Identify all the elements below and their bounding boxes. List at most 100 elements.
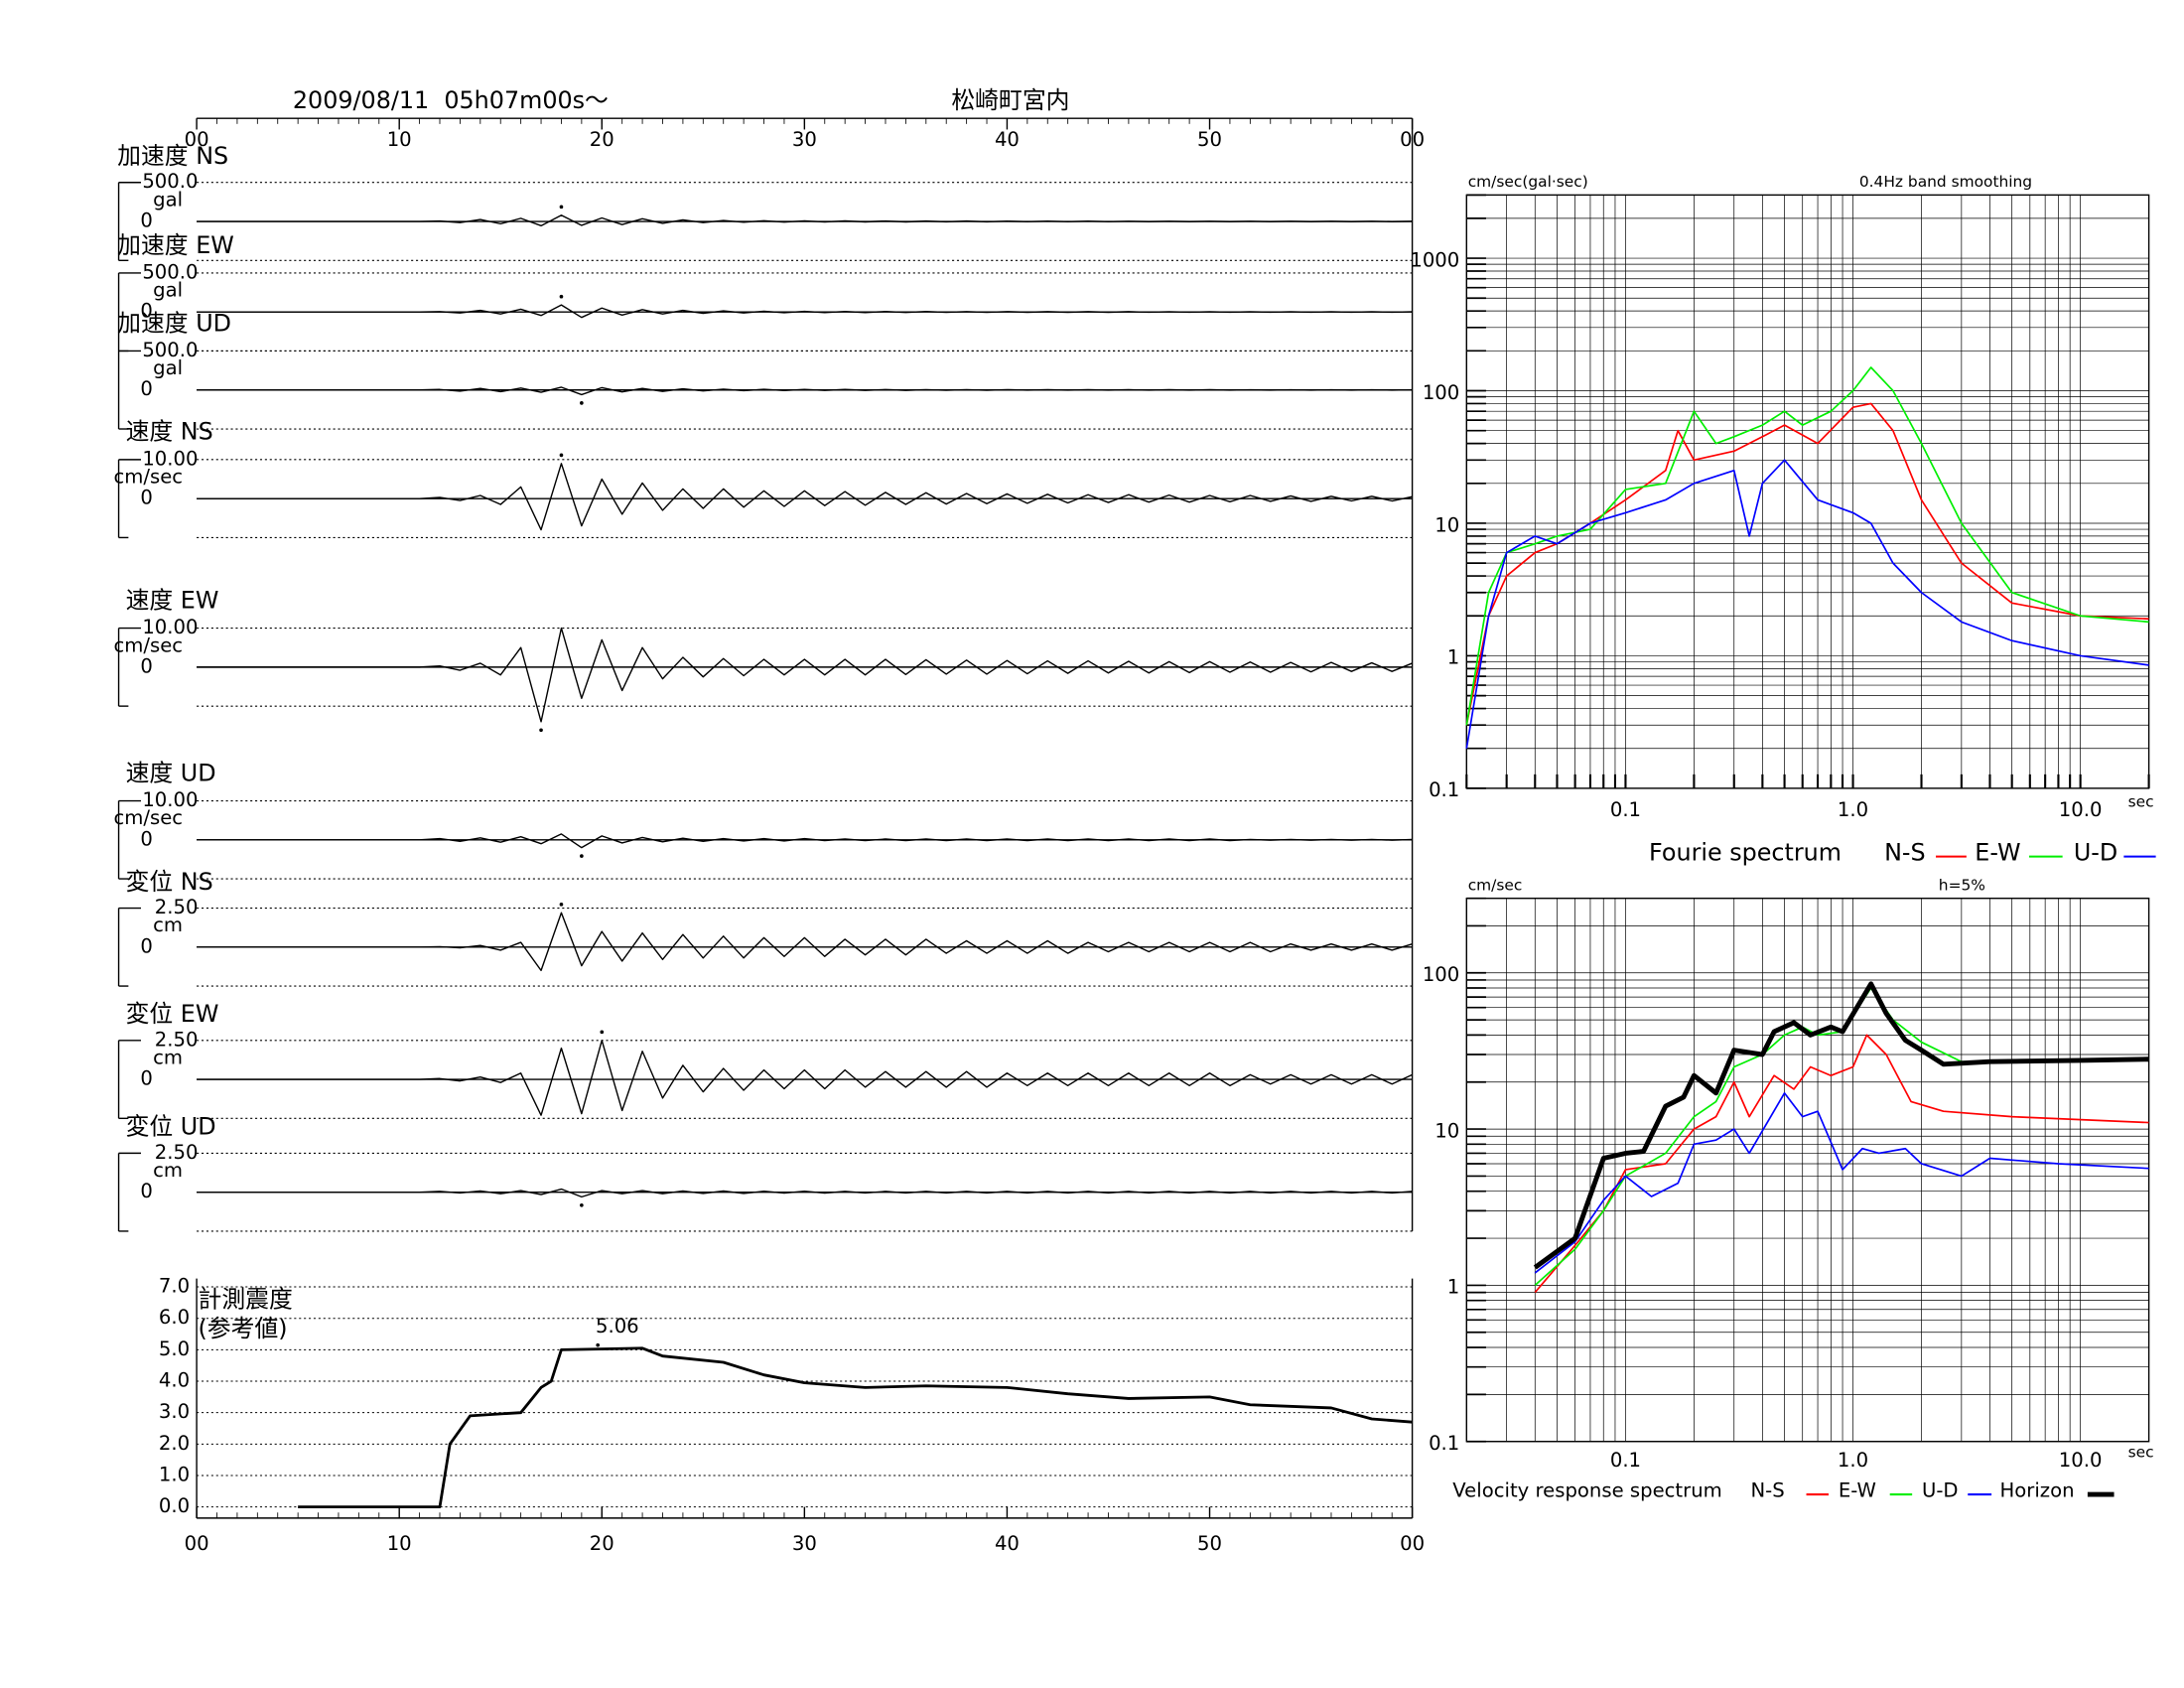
- trace-unit: gal: [153, 188, 183, 211]
- trace-unit: gal: [153, 356, 183, 379]
- peak-dot: [580, 1202, 584, 1207]
- y-tick-label: 0: [140, 377, 153, 400]
- y-tick-label: 0: [140, 934, 153, 957]
- x-tick-label: 0.1: [1610, 1449, 1641, 1472]
- peak-dot: [580, 854, 584, 858]
- y-axis-label: cm/sec(gal·sec): [1468, 173, 1588, 191]
- trace-title: 加速度 UD: [117, 309, 231, 337]
- legend-label: Horizon: [2000, 1479, 2075, 1502]
- x-tick-label: 0.1: [1610, 798, 1641, 821]
- y-tick-label: 10.00: [142, 616, 198, 638]
- spectrum-line: [1534, 1034, 2149, 1294]
- peak-dot: [559, 453, 564, 458]
- peak-dot: [600, 1030, 605, 1035]
- waveform: [197, 304, 1413, 319]
- peak-dot: [559, 205, 564, 210]
- y-axis-label: cm/sec: [1468, 877, 1523, 895]
- y-tick-label: 0: [140, 1067, 153, 1090]
- y-tick-label: 1: [1447, 1276, 1460, 1299]
- x-tick-label: 00: [185, 1532, 209, 1555]
- y-tick-label: 10.00: [142, 788, 198, 811]
- x-tick-label: 10: [387, 1532, 412, 1555]
- station-name: 松崎町宮内: [951, 86, 1069, 114]
- x-tick-label: 20: [590, 1532, 614, 1555]
- y-tick-label: 4.0: [159, 1369, 190, 1392]
- x-axis-label: sec: [2128, 1443, 2154, 1461]
- legend-label: U-D: [2074, 838, 2117, 866]
- peak-dot: [559, 294, 564, 299]
- y-tick-label: 2.0: [159, 1432, 190, 1455]
- record-time: 2009/08/11 05h07m00s～: [293, 86, 609, 114]
- y-tick-label: 1: [1447, 646, 1460, 669]
- legend-label: N-S: [1750, 1479, 1784, 1502]
- trace-unit: cm: [153, 914, 183, 936]
- y-tick-label: 2.50: [155, 1028, 199, 1051]
- y-tick-label: 1.0: [159, 1463, 190, 1485]
- trace-title: 加速度 EW: [117, 231, 234, 259]
- x-tick-label: 10: [387, 128, 412, 151]
- waveform: [197, 627, 1413, 723]
- waveform: [197, 1188, 1413, 1198]
- chart-title: 計測震度: [199, 1286, 293, 1314]
- y-tick-label: 0: [140, 300, 153, 323]
- annotation: 0.4Hz band smoothing: [1859, 173, 2032, 191]
- waveform: [197, 386, 1413, 396]
- trace-unit: cm/sec: [113, 466, 183, 489]
- trace-unit: cm/sec: [113, 806, 183, 829]
- y-tick-label: 10.00: [142, 447, 198, 470]
- trace-title: 速度 EW: [126, 586, 219, 614]
- x-tick-label: 30: [792, 128, 817, 151]
- waveform: [197, 833, 1413, 849]
- trace-title: 速度 UD: [126, 759, 216, 786]
- trace-unit: cm/sec: [113, 633, 183, 656]
- waveform: [197, 214, 1413, 227]
- legend-label: E-W: [1839, 1479, 1876, 1502]
- trace-unit: cm: [153, 1047, 183, 1069]
- trace-title: 変位 EW: [126, 1000, 219, 1028]
- y-tick-label: 1000: [1410, 248, 1459, 271]
- waveform: [197, 912, 1413, 972]
- y-tick-label: 500.0: [142, 170, 198, 193]
- x-tick-label: 1.0: [1838, 798, 1868, 821]
- peak-label: 5.06: [596, 1315, 639, 1337]
- y-tick-label: 7.0: [159, 1275, 190, 1298]
- trace-unit: cm: [153, 1159, 183, 1182]
- x-tick-label: 10.0: [2059, 798, 2103, 821]
- x-tick-label: 40: [995, 1532, 1020, 1555]
- trace-title: 変位 UD: [126, 1113, 216, 1141]
- y-tick-label: 0: [140, 827, 153, 850]
- y-tick-label: 0: [140, 487, 153, 509]
- peak-dot: [559, 902, 564, 907]
- trace-title: 変位 NS: [126, 868, 213, 896]
- legend-label: U-D: [1922, 1479, 1959, 1502]
- spectrum-line: [1465, 366, 2149, 726]
- y-tick-label: 100: [1423, 381, 1459, 404]
- y-tick-label: 500.0: [142, 260, 198, 283]
- y-tick-label: 0: [140, 210, 153, 232]
- y-tick-label: 2.50: [155, 1141, 199, 1164]
- plot-frame: [1465, 194, 2150, 789]
- y-tick-label: 5.0: [159, 1337, 190, 1360]
- spectrum-line: [1465, 459, 2149, 749]
- y-tick-label: 2.50: [155, 896, 199, 918]
- x-tick-label: 50: [1197, 128, 1222, 151]
- waveform: [197, 463, 1413, 531]
- x-tick-label: 30: [792, 1532, 817, 1555]
- intensity-line: [298, 1346, 1413, 1509]
- y-tick-label: 500.0: [142, 339, 198, 361]
- waveform: [197, 1040, 1413, 1116]
- x-tick-label: 10.0: [2059, 1449, 2103, 1472]
- legend-title: Fourie spectrum: [1649, 838, 1842, 866]
- y-tick-label: 3.0: [159, 1400, 190, 1423]
- spectrum-line: [1533, 981, 2149, 1270]
- y-tick-label: 100: [1423, 963, 1459, 986]
- x-tick-label: 00: [185, 128, 209, 151]
- spectrum-line: [1465, 402, 2149, 726]
- y-tick-label: 10: [1434, 1119, 1459, 1142]
- y-tick-label: 6.0: [159, 1306, 190, 1329]
- x-axis-label: sec: [2128, 792, 2154, 810]
- peak-dot: [596, 1342, 601, 1347]
- x-tick-label: 1.0: [1838, 1449, 1868, 1472]
- y-tick-label: 10: [1434, 513, 1459, 536]
